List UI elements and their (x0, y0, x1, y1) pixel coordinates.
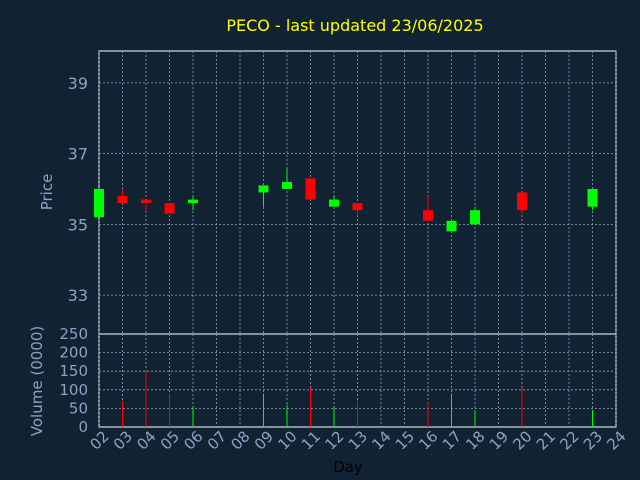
volume-tick-label: 200 (59, 344, 88, 362)
volume-tick-label: 250 (59, 325, 88, 343)
volume-tick-label: 100 (59, 381, 88, 399)
x-tick-label: 07 (204, 427, 230, 453)
candle-body (517, 192, 527, 211)
candle-body (188, 199, 198, 204)
x-tick-label: 18 (462, 427, 488, 453)
x-tick-label: 19 (486, 427, 512, 453)
candle-body (117, 196, 128, 204)
candle-body (141, 199, 151, 204)
candle-body (587, 188, 598, 207)
price-tick-label: 39 (68, 74, 88, 93)
x-tick-label: 09 (251, 427, 277, 453)
candle-body (305, 178, 316, 200)
candle-body (164, 203, 175, 214)
x-tick-label: 23 (580, 427, 606, 453)
x-tick-label: 11 (298, 427, 324, 453)
x-tick-label: 16 (415, 427, 441, 453)
x-tick-label: 20 (509, 427, 535, 453)
x-tick-label: 15 (392, 427, 418, 453)
price-tick-label: 37 (68, 145, 88, 164)
volume-axis-label: Volume (0000) (28, 326, 46, 436)
x-tick-label: 05 (157, 427, 183, 453)
candle-body (446, 220, 457, 232)
x-tick-label: 04 (133, 427, 159, 453)
x-axis-label: Day (333, 458, 363, 476)
x-tick-label: 22 (556, 427, 582, 453)
x-tick-label: 03 (110, 427, 136, 453)
x-tick-label: 21 (533, 427, 559, 453)
candle-body (352, 203, 363, 211)
candle-body (282, 181, 292, 189)
x-tick-label: 17 (439, 427, 465, 453)
x-tick-label: 13 (345, 427, 371, 453)
price-axis-label: Price (38, 174, 56, 211)
candle-body (423, 210, 433, 221)
candle-body (94, 188, 104, 218)
candle-body (258, 185, 269, 193)
x-tick-label: 12 (321, 427, 347, 453)
volume-tick-label: 150 (59, 362, 88, 380)
x-tick-label: 08 (227, 427, 253, 453)
price-tick-label: 33 (68, 286, 88, 305)
volume-tick-label: 0 (78, 418, 88, 436)
volume-tick-label: 50 (69, 399, 88, 417)
x-tick-label: 14 (368, 427, 394, 453)
price-tick-label: 35 (68, 215, 88, 234)
chart-title: PECO - last updated 23/06/2025 (226, 16, 483, 35)
candle-body (470, 210, 480, 225)
x-tick-label: 02 (86, 427, 112, 453)
x-tick-label: 24 (603, 427, 629, 453)
x-tick-label: 10 (274, 427, 300, 453)
candle-body (329, 199, 339, 207)
x-tick-label: 06 (180, 427, 206, 453)
